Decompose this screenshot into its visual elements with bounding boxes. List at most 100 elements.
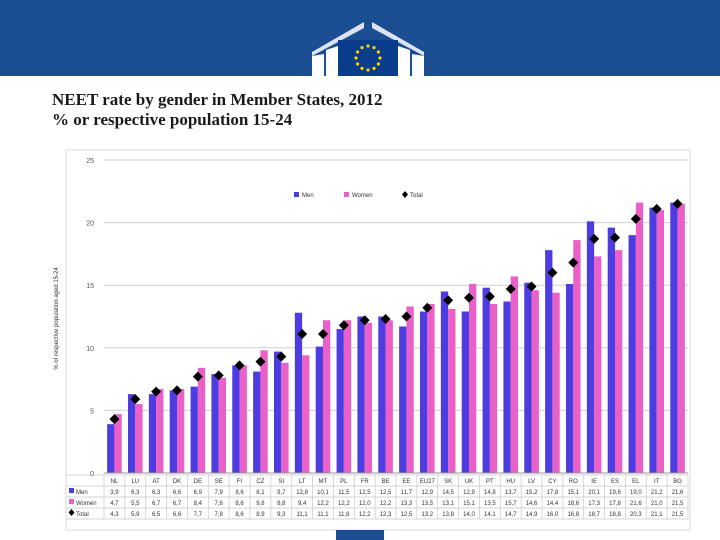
bar-women-es (615, 250, 623, 473)
marker-total-es (610, 232, 620, 243)
data-label-total: 12,5 (401, 512, 413, 518)
marker-total-eu27 (422, 302, 433, 313)
data-label-men: 6,6 (173, 490, 182, 496)
data-label-total: 8,9 (256, 512, 265, 518)
bar-men-lu (127, 394, 136, 473)
marker-total-se (213, 370, 224, 381)
data-label-men: 6,3 (152, 490, 161, 496)
marker-total-fr (359, 315, 370, 326)
data-label-women: 13,3 (401, 501, 413, 507)
legend-swatch-women (344, 192, 349, 197)
marker-total-lv (526, 281, 537, 292)
bar-women-dk (177, 389, 185, 473)
x-tick-label: IT (654, 479, 660, 485)
bar-women-fi (239, 365, 247, 473)
bar-men-at (148, 394, 157, 473)
bar-men-lt (294, 312, 303, 473)
bar-men-fr (357, 316, 365, 473)
y-tick-label: 0 (90, 471, 94, 478)
marker-total-hu (505, 283, 516, 294)
data-label-women: 14,6 (526, 501, 538, 507)
bar-men-se (211, 374, 219, 473)
data-label-total: 6,6 (173, 512, 182, 518)
data-label-women: 8,8 (277, 501, 286, 507)
data-label-total: 18,7 (588, 512, 600, 518)
data-label-women: 8,6 (235, 501, 244, 507)
legend-label-men: Men (302, 193, 314, 199)
x-tick-label: DK (173, 479, 181, 485)
data-label-total: 14,9 (526, 512, 538, 518)
bar-women-el (635, 202, 644, 473)
data-label-men: 13,7 (505, 490, 517, 496)
bar-women-cz (260, 350, 268, 473)
data-label-total: 14,1 (484, 512, 496, 518)
data-label-total: 7,8 (215, 512, 224, 518)
y-tick-label: 20 (86, 221, 94, 228)
data-label-total: 6,5 (152, 512, 161, 518)
bar-women-de (197, 367, 206, 473)
data-label-women: 18,6 (567, 501, 579, 507)
y-tick-label: 25 (86, 158, 94, 165)
x-tick-label: IE (591, 479, 597, 485)
bar-women-mt (323, 320, 331, 473)
x-tick-label: BG (673, 479, 682, 485)
data-label-total: 14,7 (505, 512, 517, 518)
bar-women-at (156, 389, 164, 473)
data-label-total: 16,8 (567, 512, 579, 518)
y-tick-label: 15 (86, 283, 94, 290)
data-label-total: 12,2 (359, 512, 371, 518)
x-tick-label: EE (402, 479, 410, 485)
slide-title: NEET rate by gender in Member States, 20… (52, 90, 383, 109)
x-tick-label: CY (548, 479, 556, 485)
x-tick-label: SE (215, 479, 223, 485)
data-label-total: 5,9 (131, 512, 140, 518)
x-tick-label: AT (153, 479, 161, 485)
y-axis-label: % of respective population aged 15-24 (54, 267, 60, 370)
bar-men-ee (399, 326, 407, 473)
data-label-men: 6,3 (131, 490, 140, 496)
footer-accent (336, 530, 384, 540)
data-label-total: 11,1 (297, 512, 309, 518)
legend-label-total: Total (410, 193, 423, 199)
marker-total-lt (297, 329, 308, 340)
data-label-men: 9,7 (277, 490, 286, 496)
marker-total-it (651, 203, 662, 214)
data-label-total: 4,3 (110, 512, 119, 518)
data-label-women: 8,4 (194, 501, 203, 507)
data-label-women: 12,2 (338, 501, 350, 507)
legend-label-women: Women (352, 193, 373, 199)
marker-total-ee (401, 311, 412, 322)
x-tick-label: LV (528, 479, 535, 485)
data-label-men: 11,5 (338, 490, 350, 496)
bar-men-sk (440, 291, 449, 473)
bar-men-fi (232, 365, 240, 473)
data-label-men: 8,6 (235, 490, 244, 496)
data-label-women: 6,7 (152, 501, 161, 507)
table-row-label-men: Men (76, 490, 88, 496)
y-tick-label: 5 (90, 408, 94, 415)
data-label-total: 7,7 (194, 512, 203, 518)
slide-subtitle: % or respective population 15-24 (52, 110, 293, 129)
x-tick-label: LT (299, 479, 306, 485)
data-label-women: 4,7 (110, 501, 119, 507)
x-tick-label: MT (319, 479, 328, 485)
data-label-total: 12,3 (380, 512, 392, 518)
bar-women-fr (364, 322, 373, 473)
y-tick-label: 10 (86, 346, 94, 353)
data-label-men: 6,9 (194, 490, 203, 496)
x-tick-label: PL (340, 479, 348, 485)
x-tick-label: FI (237, 479, 243, 485)
data-label-women: 12,2 (317, 501, 329, 507)
marker-total-fi (234, 360, 245, 371)
marker-total-lu (130, 394, 141, 405)
data-label-women: 13,5 (421, 501, 433, 507)
data-label-total: 21,1 (651, 512, 663, 518)
x-tick-label: SK (444, 479, 452, 485)
bar-men-ro (565, 283, 574, 473)
data-label-men: 12,8 (296, 490, 308, 496)
marker-total-el (630, 213, 641, 224)
legend-swatch-men (294, 192, 299, 197)
data-label-total: 13,2 (421, 512, 433, 518)
data-label-men: 12,9 (463, 490, 475, 496)
